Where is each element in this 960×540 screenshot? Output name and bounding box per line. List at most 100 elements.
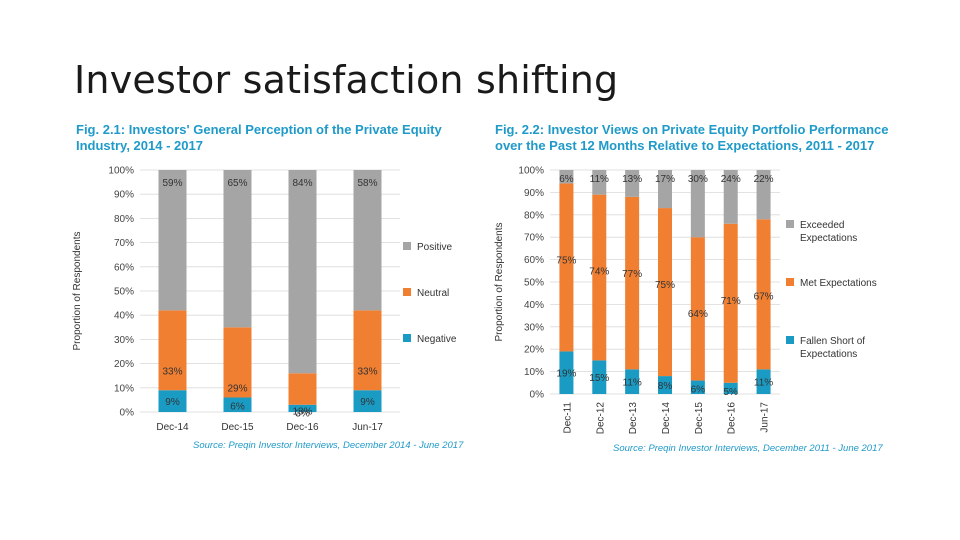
bar-fallen-short-of-expectations (690, 380, 705, 394)
data-label: 75% (556, 255, 576, 266)
legend-label: Positive (417, 242, 452, 253)
y-tick-label: 30% (114, 335, 134, 346)
bar-fallen-short-of-expectations (723, 382, 738, 394)
data-label: 11% (623, 378, 642, 389)
data-label: 30% (688, 174, 708, 185)
legend-swatch (786, 278, 794, 286)
x-tick-label: Dec-15 (694, 402, 705, 435)
y-tick-label: 100% (108, 166, 134, 177)
chart-2: 0% 10% 20% 30% 40% 50% 60% 70% 80% 90% 100% Proport… (494, 166, 877, 435)
bar-exceeded-expectations (559, 170, 574, 184)
bar-met-expectations (723, 223, 738, 383)
data-label: 74% (589, 267, 609, 278)
data-label: 84% (292, 178, 312, 189)
data-label: 65% (227, 178, 247, 189)
x-tick-label: Dec-16 (727, 402, 738, 435)
chart-1-source: Source: Preqin Investor Interviews, Dece… (193, 440, 464, 451)
legend-swatch (403, 242, 411, 250)
chart-1: 0% 10% 20% 30% 40% 50% 60% 70% 80% 90% 100% Proport… (72, 166, 457, 434)
y-tick-label: 30% (524, 322, 544, 333)
bar-negative (158, 390, 187, 412)
bar-exceeded-expectations (625, 170, 640, 197)
chart-1-title-line1: Fig. 2.1: Investors' General Perception … (76, 122, 442, 137)
y-tick-label: 40% (524, 300, 544, 311)
data-label: 58% (357, 178, 377, 189)
legend-label: Fallen Short of (800, 336, 865, 347)
bar-positive (158, 170, 187, 311)
x-tick-label: Jun-17 (760, 402, 771, 433)
data-label: 17% (655, 174, 675, 185)
legend-label: Met Expectations (800, 278, 877, 289)
data-label: 13% (292, 407, 312, 418)
y-tick-label: 100% (518, 166, 544, 177)
bar-neutral (353, 310, 382, 391)
x-tick-label: Jun-17 (352, 422, 383, 433)
bar-neutral (288, 373, 317, 405)
legend-swatch (403, 288, 411, 296)
data-label: 24% (721, 174, 741, 185)
data-label: 19% (556, 369, 576, 380)
data-label: 11% (754, 378, 773, 389)
y-tick-label: 90% (114, 190, 134, 201)
y-tick-label: 70% (524, 233, 544, 244)
bar-negative (288, 404, 317, 412)
legend-label: Expectations (800, 233, 857, 244)
bar-fallen-short-of-expectations (625, 369, 640, 394)
legend-swatch (786, 220, 794, 228)
x-tick-label: Dec-11 (562, 402, 573, 434)
data-label: 6% (691, 385, 706, 396)
data-label: 9% (360, 397, 375, 408)
data-label: 71% (721, 296, 741, 307)
data-label: 64% (688, 309, 708, 320)
bar-exceeded-expectations (592, 170, 607, 195)
bar-met-expectations (592, 194, 607, 361)
bar-met-expectations (690, 237, 705, 381)
bar-met-expectations (658, 208, 672, 377)
chart-2-source: Source: Preqin Investor Interviews, Dece… (613, 443, 883, 454)
x-tick-label: Dec-16 (286, 422, 319, 433)
data-label: 22% (754, 174, 774, 185)
y-tick-label: 50% (114, 287, 134, 298)
data-label: 77% (622, 269, 642, 280)
chart-1-title-line2: Industry, 2014 - 2017 (76, 138, 203, 153)
bar-exceeded-expectations (756, 170, 771, 220)
data-label: 13% (622, 174, 642, 185)
y-tick-label: 0% (120, 408, 135, 419)
y-tick-label: 60% (524, 255, 544, 266)
x-tick-label: Dec-14 (661, 402, 672, 435)
y-tick-label: 40% (114, 311, 134, 322)
bar-neutral (223, 327, 252, 398)
y-axis-label: Proportion of Respondents (72, 232, 83, 351)
y-axis-label: Proportion of Respondents (494, 223, 505, 342)
bar-fallen-short-of-expectations (658, 376, 672, 394)
slide-title: Investor satisfaction shifting (74, 58, 619, 102)
data-label: 33% (162, 366, 182, 377)
bar-positive (288, 170, 317, 374)
legend-label: Exceeded (800, 220, 844, 231)
bar-positive (223, 170, 252, 328)
data-label: 6% (559, 174, 574, 185)
y-tick-label: 80% (114, 214, 134, 225)
data-label: 3% (295, 409, 310, 420)
data-label: 75% (655, 280, 675, 291)
bar-fallen-short-of-expectations (592, 360, 607, 394)
bar-positive (353, 170, 382, 311)
y-tick-label: 10% (114, 383, 134, 394)
bar-exceeded-expectations (690, 170, 705, 238)
chart-2-title-line1: Fig. 2.2: Investor Views on Private Equi… (495, 122, 889, 137)
x-tick-label: Dec-13 (628, 402, 639, 435)
y-tick-label: 90% (524, 188, 544, 199)
y-tick-label: 80% (524, 210, 544, 221)
legend-label: Neutral (417, 288, 449, 299)
data-label: 5% (723, 387, 738, 398)
legend-swatch (403, 334, 411, 342)
legend-label: Expectations (800, 349, 857, 360)
y-tick-label: 60% (114, 262, 134, 273)
data-label: 6% (230, 401, 245, 412)
chart-2-title: Fig. 2.2: Investor Views on Private Equi… (495, 122, 935, 154)
bar-fallen-short-of-expectations (756, 369, 771, 394)
y-tick-label: 20% (524, 345, 544, 356)
bar-fallen-short-of-expectations (559, 351, 574, 394)
data-label: 8% (658, 381, 673, 392)
data-label: 29% (227, 383, 247, 394)
